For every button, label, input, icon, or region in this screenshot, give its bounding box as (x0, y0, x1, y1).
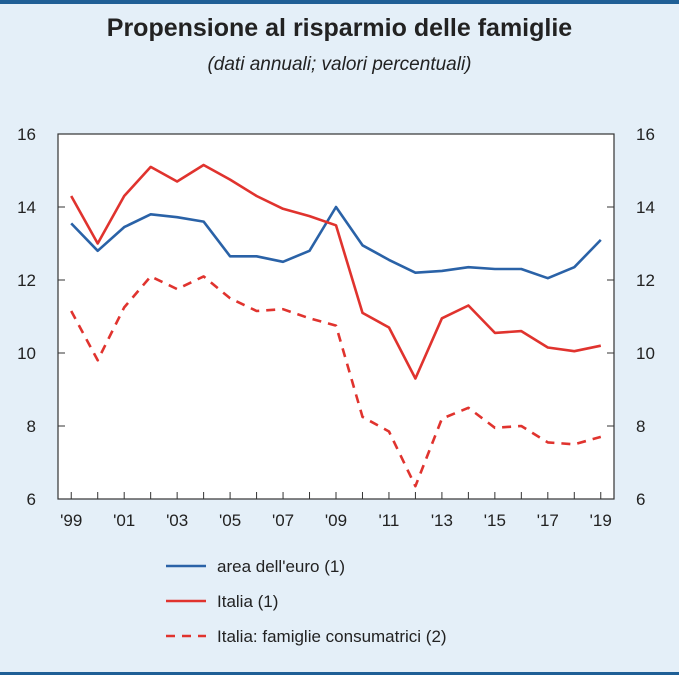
x-tick-label: '17 (537, 511, 559, 530)
top-rule (0, 0, 679, 4)
y-tick-label-left: 6 (27, 490, 36, 509)
legend-label-3: Italia: famiglie consumatrici (2) (217, 627, 447, 646)
y-tick-label-right: 8 (636, 417, 645, 436)
y-tick-label-left: 12 (17, 271, 36, 290)
x-tick-label: '09 (325, 511, 347, 530)
y-tick-label-left: 10 (17, 344, 36, 363)
series-line-2 (70, 163, 602, 380)
bottom-rule (0, 672, 679, 675)
plot-area (57, 133, 615, 500)
legend-label-1: area dell'euro (1) (217, 557, 345, 576)
chart-subtitle: (dati annuali; valori percentuali) (207, 54, 472, 75)
y-tick-label-right: 6 (636, 490, 645, 509)
x-tick-label: '11 (378, 511, 399, 530)
y-tick-label-right: 16 (636, 125, 655, 144)
legend-label-2: Italia (1) (217, 592, 278, 611)
y-tick-label-right: 14 (636, 198, 655, 217)
x-tick-label: '15 (484, 511, 506, 530)
x-tick-label: '19 (590, 511, 612, 530)
y-tick-label-right: 10 (636, 344, 655, 363)
chart-title: Propensione al risparmio delle famiglie (106, 14, 573, 42)
x-tick-label: '03 (166, 511, 188, 530)
x-tick-label: '01 (113, 511, 135, 530)
series-line-1 (70, 205, 602, 280)
y-tick-label-right: 12 (636, 271, 655, 290)
x-tick-label: '07 (272, 511, 294, 530)
series-line-3 (70, 275, 602, 488)
y-tick-label-left: 14 (17, 198, 36, 217)
y-tick-label-left: 16 (17, 125, 36, 144)
x-tick-label: '13 (431, 511, 453, 530)
y-tick-label-left: 8 (27, 417, 36, 436)
x-tick-label: '05 (219, 511, 241, 530)
x-tick-label: '99 (60, 511, 82, 530)
